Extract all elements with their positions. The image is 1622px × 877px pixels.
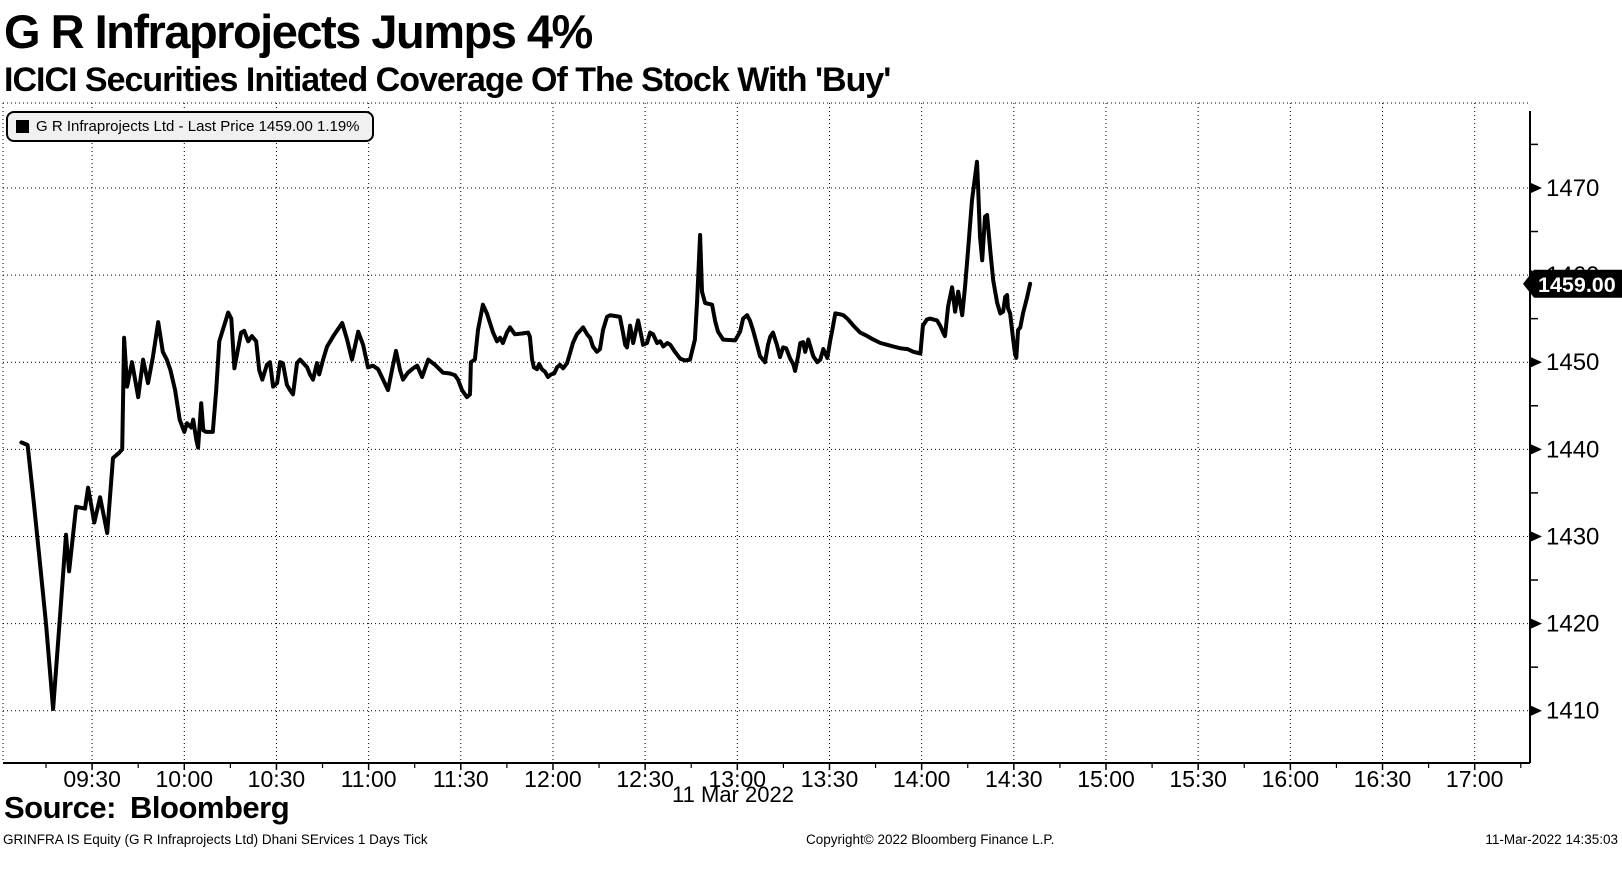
x-tick-label: 09:30 xyxy=(63,766,121,792)
last-price-badge-label: 1459.00 xyxy=(1538,273,1616,297)
y-tick-label: 1410 xyxy=(1546,698,1599,725)
x-tick-label: 10:00 xyxy=(155,766,213,792)
last-price-badge xyxy=(1523,269,1622,298)
y-tick-label: 1440 xyxy=(1546,436,1599,463)
footer-copyright: Copyright© 2022 Bloomberg Finance L.P. xyxy=(806,832,1055,847)
legend-label: G R Infraprojects Ltd - Last Price 1459.… xyxy=(36,118,360,135)
y-major-tick-arrow xyxy=(1531,705,1542,716)
x-tick-label: 10:30 xyxy=(248,766,306,792)
footer-timestamp: 11-Mar-2022 14:35:03 xyxy=(1485,832,1618,847)
x-tick-label: 12:30 xyxy=(616,766,674,792)
y-tick-label: 1430 xyxy=(1546,523,1599,550)
y-major-tick-arrow xyxy=(1531,618,1542,629)
footer-security-info: GRINFRA IS Equity (G R Infraprojects Ltd… xyxy=(3,832,428,847)
x-tick-label: 14:00 xyxy=(893,766,951,792)
y-tick-label: 1450 xyxy=(1546,349,1599,376)
legend-marker-square xyxy=(16,120,29,133)
x-tick-label: 13:30 xyxy=(801,766,859,792)
legend-box: G R Infraprojects Ltd - Last Price 1459.… xyxy=(6,111,374,142)
page-subtitle: ICICI Securities Initiated Coverage Of T… xyxy=(4,61,891,99)
y-tick-label: 1470 xyxy=(1546,175,1599,202)
x-tick-label: 13:00 xyxy=(709,766,767,792)
y-major-tick-arrow xyxy=(1531,444,1542,455)
y-major-tick-arrow xyxy=(1531,531,1542,542)
y-major-tick-arrow xyxy=(1531,182,1542,193)
page-title: G R Infraprojects Jumps 4% xyxy=(4,5,593,58)
y-major-tick-arrow xyxy=(1531,357,1542,368)
x-tick-label: 15:00 xyxy=(1077,766,1135,792)
x-tick-label: 11:30 xyxy=(433,766,489,792)
x-tick-label: 17:00 xyxy=(1446,766,1504,792)
x-tick-label: 15:30 xyxy=(1169,766,1227,792)
x-tick-label: 16:30 xyxy=(1354,766,1412,792)
price-line-series xyxy=(19,159,1033,711)
x-tick-label: 16:00 xyxy=(1262,766,1320,792)
x-tick-label: 12:00 xyxy=(524,766,582,792)
x-tick-label: 11:00 xyxy=(341,766,397,792)
x-tick-label: 14:30 xyxy=(985,766,1043,792)
x-axis-date-label: 11 Mar 2022 xyxy=(672,782,794,807)
source-label: Source: Bloomberg xyxy=(4,790,290,825)
y-tick-label: 1420 xyxy=(1546,611,1599,638)
